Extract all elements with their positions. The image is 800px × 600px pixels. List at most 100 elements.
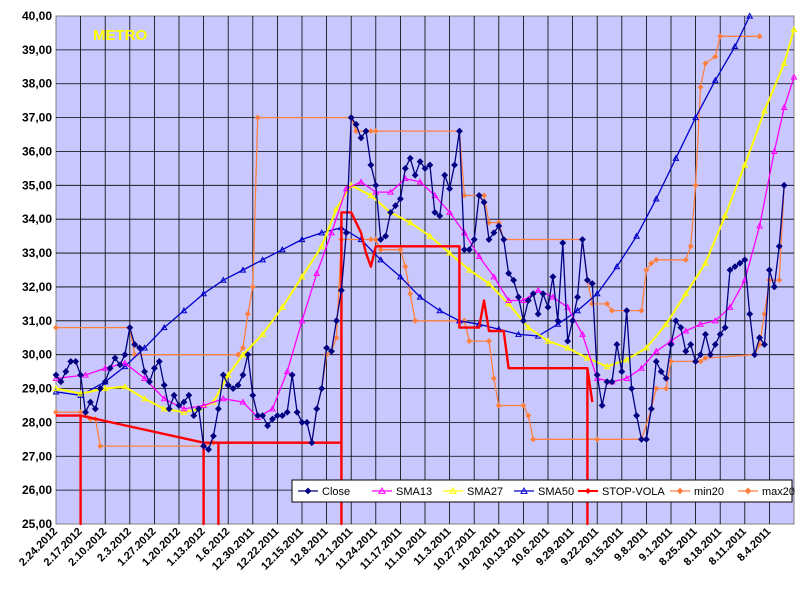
data-point <box>776 277 783 284</box>
data-point <box>106 364 114 372</box>
data-point <box>141 368 148 376</box>
data-point <box>505 300 513 307</box>
data-point <box>318 385 326 392</box>
data-point <box>224 371 232 378</box>
data-point <box>539 290 547 298</box>
legend-marker <box>585 488 591 494</box>
data-point <box>534 310 542 318</box>
data-point <box>347 114 355 122</box>
data-point <box>378 486 386 494</box>
legend-entry: SMA50 <box>514 486 574 498</box>
data-point <box>761 107 768 114</box>
data-point <box>583 276 591 284</box>
data-point <box>652 195 660 202</box>
data-point <box>121 383 129 390</box>
y-tick-label: 27,00 <box>22 449 52 463</box>
data-point <box>790 73 798 80</box>
data-point <box>746 12 754 19</box>
data-point <box>756 33 763 40</box>
data-point <box>520 486 528 494</box>
data-point <box>283 367 291 375</box>
y-tick-label: 26,00 <box>22 483 52 497</box>
data-point <box>352 120 360 128</box>
series-line <box>55 29 795 414</box>
data-point <box>254 412 262 420</box>
data-point <box>449 486 457 494</box>
data-point <box>77 371 85 379</box>
data-point <box>475 192 483 199</box>
data-point <box>91 405 99 413</box>
data-point <box>524 323 532 331</box>
data-point <box>579 236 586 243</box>
data-point <box>273 412 281 420</box>
data-point <box>367 161 375 169</box>
data-point <box>604 300 611 307</box>
data-point <box>219 395 227 402</box>
data-point <box>451 161 458 169</box>
data-point <box>697 351 704 359</box>
data-point <box>101 378 109 386</box>
data-point <box>495 222 503 230</box>
data-point <box>426 161 434 169</box>
legend-label: Close <box>322 486 350 498</box>
data-point <box>200 442 208 450</box>
legend-label: max20 <box>762 486 795 498</box>
data-point <box>239 351 247 358</box>
data-point <box>564 344 572 351</box>
data-point <box>52 324 60 331</box>
data-point <box>52 384 60 392</box>
data-point <box>663 385 670 392</box>
data-point <box>407 290 414 297</box>
data-point <box>328 229 335 236</box>
data-point <box>642 344 650 351</box>
data-point <box>589 300 596 307</box>
data-point <box>652 358 660 365</box>
data-point <box>667 341 675 348</box>
data-point <box>519 296 527 304</box>
legend-entry: max20 <box>738 486 795 498</box>
data-point <box>57 378 65 386</box>
data-point <box>254 114 261 121</box>
data-point <box>676 487 684 495</box>
data-point <box>662 320 670 327</box>
data-point <box>717 33 724 40</box>
y-tick-label: 38,00 <box>22 77 52 91</box>
data-point <box>485 279 493 287</box>
data-point <box>470 236 478 243</box>
data-point <box>780 59 788 66</box>
legend-entry: SMA27 <box>443 486 503 498</box>
data-point <box>549 273 557 281</box>
data-point <box>52 388 60 395</box>
data-point <box>436 212 444 220</box>
y-tick-label: 36,00 <box>22 144 52 158</box>
data-point <box>362 127 370 135</box>
data-point <box>82 371 89 378</box>
data-point <box>77 389 85 397</box>
y-tick-label: 37,00 <box>22 111 52 125</box>
data-point <box>505 296 513 304</box>
data-point <box>662 374 670 382</box>
data-point <box>549 293 557 300</box>
y-tick-label: 30,00 <box>22 348 52 362</box>
data-point <box>377 256 385 263</box>
data-point <box>766 277 773 284</box>
data-point <box>328 347 335 355</box>
data-point <box>490 273 498 280</box>
data-point <box>697 320 704 327</box>
data-point <box>633 232 641 239</box>
data-point <box>367 236 374 243</box>
data-point <box>500 236 508 243</box>
data-point <box>721 212 729 219</box>
data-point <box>214 405 222 413</box>
data-point <box>121 362 129 370</box>
data-point <box>574 307 581 314</box>
data-point <box>608 378 616 386</box>
data-point <box>593 371 601 379</box>
data-point <box>160 381 168 389</box>
data-point <box>677 324 685 331</box>
data-point <box>116 361 124 369</box>
data-point <box>190 412 198 420</box>
data-point <box>638 364 645 371</box>
data-point <box>436 307 444 314</box>
data-point <box>716 330 724 338</box>
